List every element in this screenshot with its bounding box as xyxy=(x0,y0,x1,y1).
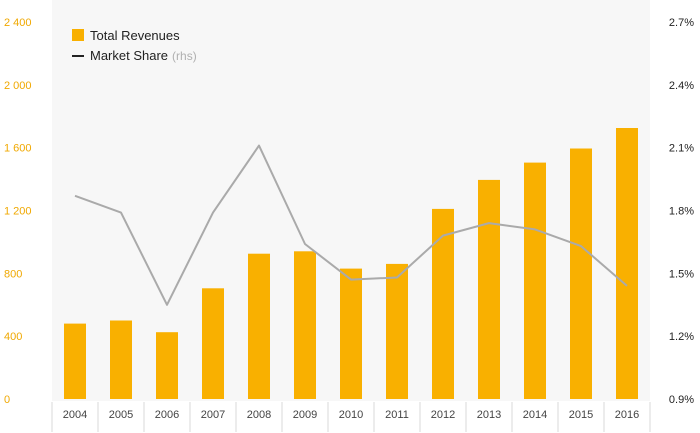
bar-2013 xyxy=(478,179,500,399)
x-tick-label: 2004 xyxy=(63,409,87,421)
bar-2014 xyxy=(524,162,546,399)
y-left-tick-label: 2 000 xyxy=(4,80,32,92)
x-tick-label: 2007 xyxy=(201,409,225,421)
y-right-tick-label: 1.5% xyxy=(669,268,694,280)
x-tick-label: 2011 xyxy=(385,409,409,421)
legend-label-market-share: Market Share xyxy=(90,48,168,63)
x-tick-label: 2013 xyxy=(477,409,501,421)
bar-2012 xyxy=(432,208,454,399)
x-tick-label: 2009 xyxy=(293,409,317,421)
legend-label-total-revenues: Total Revenues xyxy=(90,28,180,43)
bar-2005 xyxy=(110,320,132,399)
y-left-tick-label: 800 xyxy=(4,268,22,280)
y-left-tick-label: 0 xyxy=(4,394,10,406)
y-right-tick-label: 0.9% xyxy=(669,394,694,406)
y-right-tick-label: 1.8% xyxy=(669,206,694,218)
x-tick-label: 2006 xyxy=(155,409,179,421)
bar-2010 xyxy=(340,268,362,399)
x-tick-label: 2015 xyxy=(569,409,593,421)
legend-item-market-share: Market Share (rhs) xyxy=(90,48,197,63)
bar-2004 xyxy=(64,323,86,399)
y-right-tick-label: 2.1% xyxy=(669,143,694,155)
bar-2008 xyxy=(248,253,270,399)
bar-2009 xyxy=(294,251,316,399)
bar-2016 xyxy=(616,128,638,399)
bar-2007 xyxy=(202,288,224,399)
x-tick-label: 2016 xyxy=(615,409,639,421)
bar-2006 xyxy=(156,332,178,399)
y-right-tick-label: 2.7% xyxy=(669,17,694,29)
legend-swatch-total-revenues xyxy=(72,29,84,41)
bar-2011 xyxy=(386,263,408,399)
y-left-tick-label: 1 600 xyxy=(4,143,32,155)
y-left-tick-label: 400 xyxy=(4,331,22,343)
x-tick-label: 2008 xyxy=(247,409,271,421)
market-share-line xyxy=(74,144,628,306)
y-left-tick-label: 2 400 xyxy=(4,17,32,29)
y-right-tick-label: 1.2% xyxy=(669,331,694,343)
y-right-tick-label: 2.4% xyxy=(669,80,694,92)
legend: Total Revenues Market Share (rhs) xyxy=(72,28,197,63)
x-tick-label: 2014 xyxy=(523,409,547,421)
legend-note-rhs: (rhs) xyxy=(172,49,197,63)
y-left-tick-label: 1 200 xyxy=(4,206,32,218)
x-tick-label: 2005 xyxy=(109,409,133,421)
bar-2015 xyxy=(570,148,592,399)
x-tick-label: 2012 xyxy=(431,409,455,421)
x-tick-label: 2010 xyxy=(339,409,363,421)
